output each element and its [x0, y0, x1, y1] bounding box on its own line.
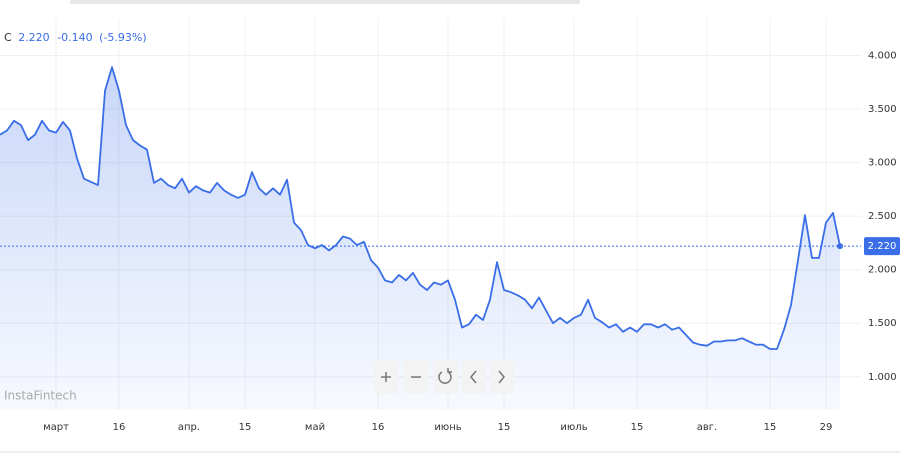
area [0, 67, 840, 411]
legend-close: 2.220 [18, 31, 50, 44]
y-tick-label: 3.000 [868, 158, 897, 169]
x-tick-label: 16 [113, 422, 126, 433]
price-label: 2.220 [868, 241, 897, 252]
toolbar [374, 360, 514, 394]
x-tick-label: 29 [820, 422, 833, 433]
legend-change: -0.140 [57, 31, 92, 44]
x-tick-label: май [305, 422, 325, 433]
y-tick-label: 1.500 [868, 318, 897, 329]
x-tick-label: 15 [764, 422, 777, 433]
reset-icon [438, 368, 452, 384]
x-tick-label: авг. [697, 422, 717, 433]
x-tick-label: июль [560, 422, 587, 433]
legend-symbol: C [4, 31, 12, 44]
y-tick-label: 2.500 [868, 211, 897, 222]
scroll-left-icon [470, 370, 477, 384]
legend: C 2.220 -0.140 (-5.93%) [4, 31, 147, 44]
x-tick-label: 15 [498, 422, 511, 433]
legend-change-pct: (-5.93%) [99, 31, 147, 44]
axes: 1.000 1.500 2.000 2.500 3.000 3.500 4.000 март 1… [43, 50, 900, 433]
reset-button[interactable] [434, 360, 458, 394]
scroll-left-button[interactable] [462, 360, 486, 394]
scroll-right-button[interactable] [490, 360, 514, 394]
x-tick-label: 15 [239, 422, 252, 433]
plot [0, 66, 861, 411]
x-tick-label: 16 [372, 422, 385, 433]
x-tick-label: март [43, 422, 69, 433]
price-label-box [864, 237, 900, 256]
y-tick-label: 2.000 [868, 265, 897, 276]
zoom-in-icon [381, 372, 391, 382]
scroll-right-icon [498, 370, 505, 384]
price-line [0, 66, 841, 350]
y-tick-label: 3.500 [868, 104, 897, 115]
x-tick-label: апр. [178, 422, 200, 433]
y-tick-label: 1.000 [868, 372, 897, 383]
x-tick-label: 15 [631, 422, 644, 433]
x-tick-label: июнь [434, 422, 461, 433]
watermark: InstaFintech [4, 389, 77, 403]
top-tab [70, 0, 580, 4]
y-tick-label: 4.000 [868, 50, 897, 61]
